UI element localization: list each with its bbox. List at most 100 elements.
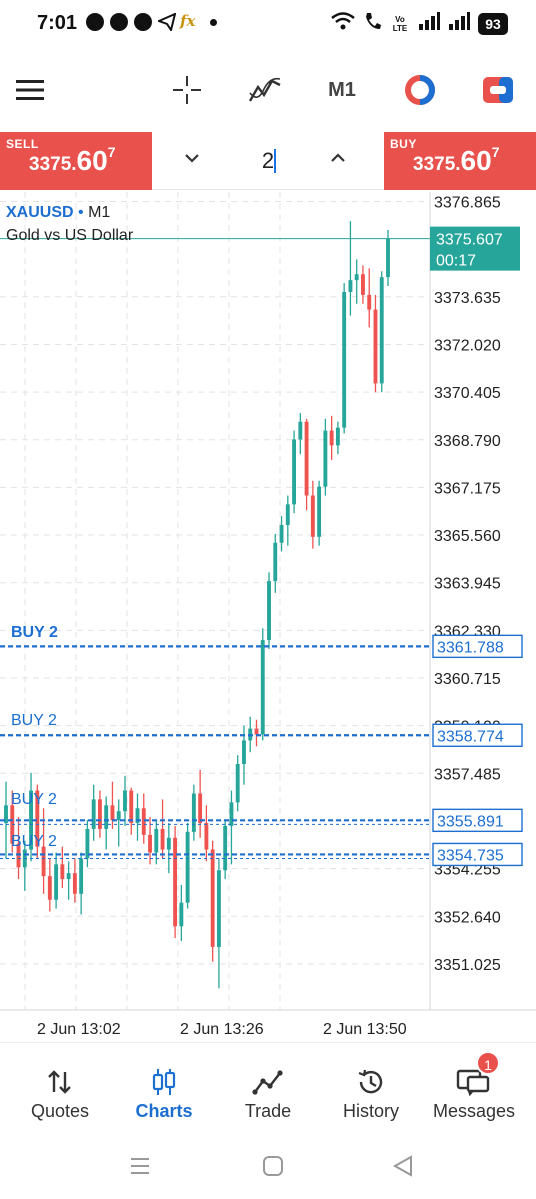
volte-indicator: Vo LTE xyxy=(392,14,408,33)
recent-apps-icon[interactable] xyxy=(128,1154,152,1183)
hamburger-menu-icon[interactable] xyxy=(10,56,50,124)
symbol-description: Gold vs US Dollar xyxy=(6,227,134,244)
notification-icons xyxy=(86,12,177,33)
candle-body xyxy=(342,291,347,428)
candle-body xyxy=(110,805,115,821)
order-line-label: BUY 2 xyxy=(11,624,58,641)
order-price-label: 3358.774 xyxy=(437,728,504,745)
price-axis-label: 3357.485 xyxy=(434,766,501,783)
order-price-label: 3361.788 xyxy=(437,639,504,656)
candle-body xyxy=(135,808,140,824)
nav-charts-label: Charts xyxy=(135,1101,193,1121)
home-icon[interactable] xyxy=(262,1155,284,1182)
candle-body xyxy=(204,823,209,850)
call-icon xyxy=(364,11,382,36)
price-axis-label: 3376.865 xyxy=(434,195,501,212)
price-axis-label: 3365.560 xyxy=(434,528,501,545)
fx-icon: fx xyxy=(180,12,196,30)
candle-body xyxy=(104,805,109,829)
candle-body xyxy=(279,525,284,543)
candle-body xyxy=(29,790,33,850)
candle-body xyxy=(229,802,234,826)
timeframe-selector[interactable]: M1 xyxy=(318,56,366,124)
buy-price: 3375.607 xyxy=(413,144,500,177)
candle-body xyxy=(335,427,340,446)
status-time: 7:01 xyxy=(37,12,78,34)
candle-body xyxy=(66,873,71,880)
candle-body xyxy=(361,274,365,295)
signal-icon xyxy=(418,11,440,36)
messages-badge: 1 xyxy=(476,1051,500,1075)
price-axis-label: 3367.175 xyxy=(434,480,501,497)
candle-body xyxy=(4,805,8,824)
lot-increase-button[interactable] xyxy=(328,148,358,176)
lot-size-control xyxy=(152,132,384,190)
telegram-icon xyxy=(86,13,104,31)
nav-trade[interactable]: Trade xyxy=(218,1065,318,1122)
lot-decrease-button[interactable] xyxy=(182,148,212,176)
back-icon[interactable] xyxy=(392,1155,414,1182)
candle-body xyxy=(154,828,159,853)
chevron-down-icon xyxy=(185,154,199,163)
candle-body xyxy=(54,864,59,900)
candle-body xyxy=(348,280,353,292)
price-axis-label: 3373.635 xyxy=(434,290,501,307)
time-axis-label: 2 Jun 13:50 xyxy=(323,1021,407,1038)
price-axis-label: 3368.790 xyxy=(434,433,501,450)
nav-quotes[interactable]: Quotes xyxy=(10,1065,110,1122)
buy-price-main: 3375. xyxy=(413,154,461,175)
crosshair-icon[interactable] xyxy=(166,56,208,124)
price-chart[interactable]: 3376.865 3373.635 3372.020 3370.405 3368.790… xyxy=(0,192,536,1042)
candle-body xyxy=(210,849,215,947)
candle-body xyxy=(160,828,165,850)
current-price-label: 3375.607 xyxy=(436,232,503,249)
chart-canvas[interactable]: 3376.865 3373.635 3372.020 3370.405 3368.790… xyxy=(0,192,536,1042)
trade-box-icon[interactable] xyxy=(478,56,518,124)
bottom-navigation: Quotes Charts Trade History 1 Messag xyxy=(0,1042,536,1140)
nav-history-label: History xyxy=(342,1101,399,1121)
candle-body xyxy=(304,421,309,496)
candle-body xyxy=(242,740,246,765)
order-line-label: BUY 2 xyxy=(11,833,57,850)
system-navigation-bar xyxy=(0,1140,536,1199)
candle-body xyxy=(141,808,146,835)
order-price-tag xyxy=(432,842,523,867)
buy-price-sup: 7 xyxy=(491,144,500,160)
buy-button[interactable]: BUY 3375.607 xyxy=(384,132,536,190)
candle-body xyxy=(285,504,290,526)
candle-body xyxy=(373,309,378,384)
candle-body xyxy=(129,790,134,824)
symbol-name: XAUUSD xyxy=(6,204,74,221)
more-notifications-dot xyxy=(210,19,217,26)
symbol-timeframe: M1 xyxy=(88,204,111,221)
battery-indicator: 93 xyxy=(478,12,508,35)
trade-round-icon[interactable] xyxy=(400,56,440,124)
lot-size-input[interactable] xyxy=(248,146,288,176)
candle-body xyxy=(47,876,52,900)
candle-body xyxy=(116,811,121,821)
candle-body xyxy=(166,837,171,850)
candle-body xyxy=(60,864,65,880)
order-price-tag xyxy=(432,634,523,659)
nav-history[interactable]: History xyxy=(321,1065,421,1122)
sell-price-big: 60 xyxy=(76,145,108,176)
candle-body xyxy=(223,825,228,871)
send-icon xyxy=(156,12,177,33)
candle-body xyxy=(298,421,303,440)
nav-messages-label: Messages xyxy=(432,1101,516,1121)
sell-button[interactable]: SELL 3375.607 xyxy=(0,132,152,190)
price-axis-label: 3352.640 xyxy=(434,909,501,926)
candle-body xyxy=(179,902,184,927)
indicators-icon[interactable]: f xyxy=(244,56,286,124)
nav-messages[interactable]: 1 Messages xyxy=(424,1051,524,1122)
candle-body xyxy=(72,873,77,894)
nav-charts[interactable]: Charts xyxy=(114,1065,214,1122)
candle-body xyxy=(173,837,178,927)
chart-symbol-header: XAUUSD • M1 xyxy=(6,204,110,222)
order-price-tag xyxy=(432,723,523,747)
candle-body xyxy=(148,834,152,853)
buy-price-big: 60 xyxy=(460,145,492,176)
symbol-separator: • xyxy=(78,204,84,221)
candle-body xyxy=(267,581,271,641)
